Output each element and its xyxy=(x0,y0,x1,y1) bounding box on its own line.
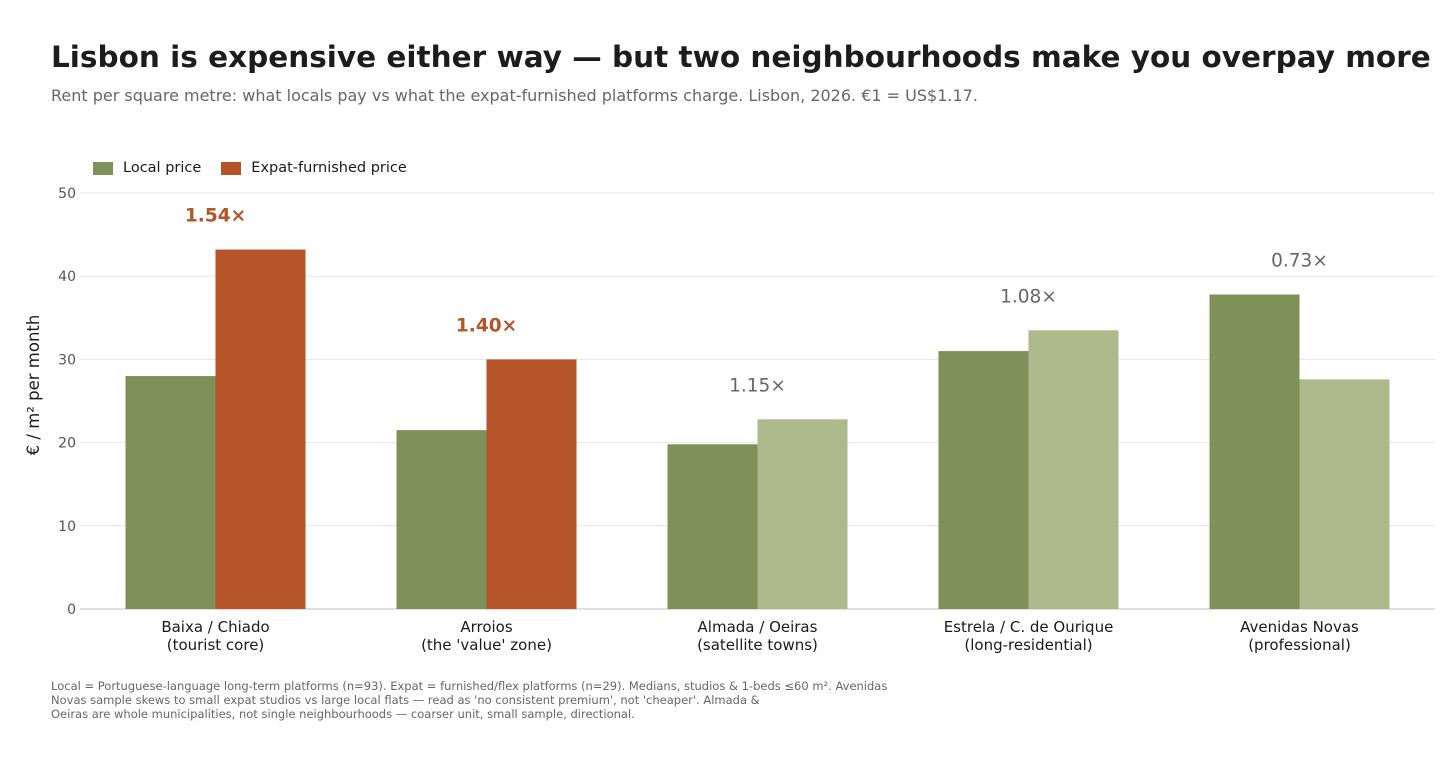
y-tick-label: 20 xyxy=(58,436,76,452)
chart-subtitle: Rent per square metre: what locals pay v… xyxy=(51,86,978,105)
x-tick-sublabel: (professional) xyxy=(1248,636,1351,654)
legend-item-expat: Expat-furnished price xyxy=(221,160,407,176)
y-tick-label: 30 xyxy=(58,352,76,368)
chart-title: Lisbon is expensive either way — but two… xyxy=(51,40,1431,74)
legend-swatch-expat xyxy=(221,161,242,175)
ratio-label: 1.15× xyxy=(729,375,786,396)
bar-local xyxy=(125,376,216,609)
ratio-label: 1.54× xyxy=(185,206,246,227)
ratio-label: 1.40× xyxy=(456,315,517,336)
y-axis-label: € / m² per month xyxy=(24,315,43,456)
bar-expat xyxy=(1028,330,1119,609)
x-tick-sublabel: (satellite towns) xyxy=(697,636,818,654)
y-tick-label: 40 xyxy=(58,269,76,285)
x-tick-label: Arroios xyxy=(460,618,513,636)
ratio-label: 1.08× xyxy=(1000,286,1057,307)
x-tick-label: Estrela / C. de Ourique xyxy=(944,618,1114,636)
bar-expat xyxy=(486,359,577,609)
legend-item-local: Local price xyxy=(93,160,201,176)
bar-local xyxy=(667,444,758,609)
footnote: Local = Portuguese-language long-term pl… xyxy=(51,679,951,721)
bar-expat xyxy=(757,419,848,609)
x-tick-sublabel: (tourist core) xyxy=(167,636,265,654)
x-tick-sublabel: (long-residential) xyxy=(964,636,1092,654)
bar-expat xyxy=(215,249,306,610)
x-tick-sublabel: (the 'value' zone) xyxy=(421,636,552,654)
y-tick-label: 10 xyxy=(58,519,76,535)
legend-label-expat: Expat-furnished price xyxy=(251,160,407,176)
ratio-label: 0.73× xyxy=(1271,251,1328,272)
legend-label-local: Local price xyxy=(123,160,202,176)
bar-local xyxy=(938,351,1029,609)
footnote-line: Novas sample skews to small expat studio… xyxy=(51,693,760,707)
x-tick-label: Almada / Oeiras xyxy=(698,618,818,636)
bar-expat xyxy=(1299,379,1390,609)
y-tick-label: 50 xyxy=(58,186,76,202)
footnote-line: Local = Portuguese-language long-term pl… xyxy=(51,679,888,693)
bar-local xyxy=(1209,294,1300,609)
footnote-line: Oeiras are whole municipalities, not sin… xyxy=(51,707,635,721)
x-tick-label: Baixa / Chiado xyxy=(161,618,269,636)
y-tick-label: 0 xyxy=(67,602,76,618)
bar-local xyxy=(396,430,487,609)
x-tick-label: Avenidas Novas xyxy=(1240,618,1359,636)
legend: Local price Expat-furnished price xyxy=(93,160,427,176)
legend-swatch-local xyxy=(93,161,113,175)
